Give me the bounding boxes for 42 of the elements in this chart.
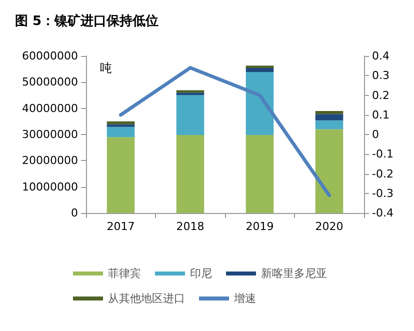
y-tick-label: 20000000 [22,154,78,168]
y2-tick-label: -0.3 [372,186,394,200]
y2-tick-label: -0.2 [372,167,394,180]
y2-tick-label: -0.1 [372,148,394,161]
bar [246,68,274,72]
bar [106,121,135,124]
y-tick-label: 30000000 [22,128,78,141]
y2-tick-label: -0.4 [372,206,394,220]
y2-tick-label: 0.3 [372,69,390,82]
bar [315,129,344,213]
bar [315,114,344,120]
y-axis-title: 吨 [100,61,112,75]
legend-label: 菲律宾 [108,267,141,280]
x-tick-label: 2020 [315,220,344,233]
x-tick-label: 2019 [246,220,274,233]
legend-label: 新喀里多尼亚 [261,267,327,280]
bar [246,135,274,213]
bar [246,66,274,68]
legend-label: 印尼 [190,267,212,280]
y-tick-label: 10000000 [22,180,78,194]
bar [106,126,135,138]
y2-tick-label: 0 [372,128,379,141]
bar [176,94,204,136]
line-series [119,66,331,198]
y-tick-label: 50000000 [22,76,78,89]
chart-title: 图 5：镍矿进口保持低位 [15,13,159,29]
y2-tick-label: 0.2 [372,88,390,102]
y-tick-label: 40000000 [22,102,78,115]
x-tick-label: 2018 [176,220,204,233]
y-tick-label: 0 [71,206,78,220]
y2-tick-label: 0.1 [372,108,390,122]
legend-label: 增速 [233,292,256,305]
bar [176,135,204,213]
bar [106,124,135,127]
y-tick-label: 60000000 [22,50,78,62]
bar [106,137,135,213]
y2-tick-label: 0.4 [372,50,390,62]
bar [246,72,274,136]
legend-label: 从其他地区进口 [108,292,185,305]
bar [315,110,344,114]
x-tick-label: 2017 [106,220,135,233]
bar [315,120,344,130]
